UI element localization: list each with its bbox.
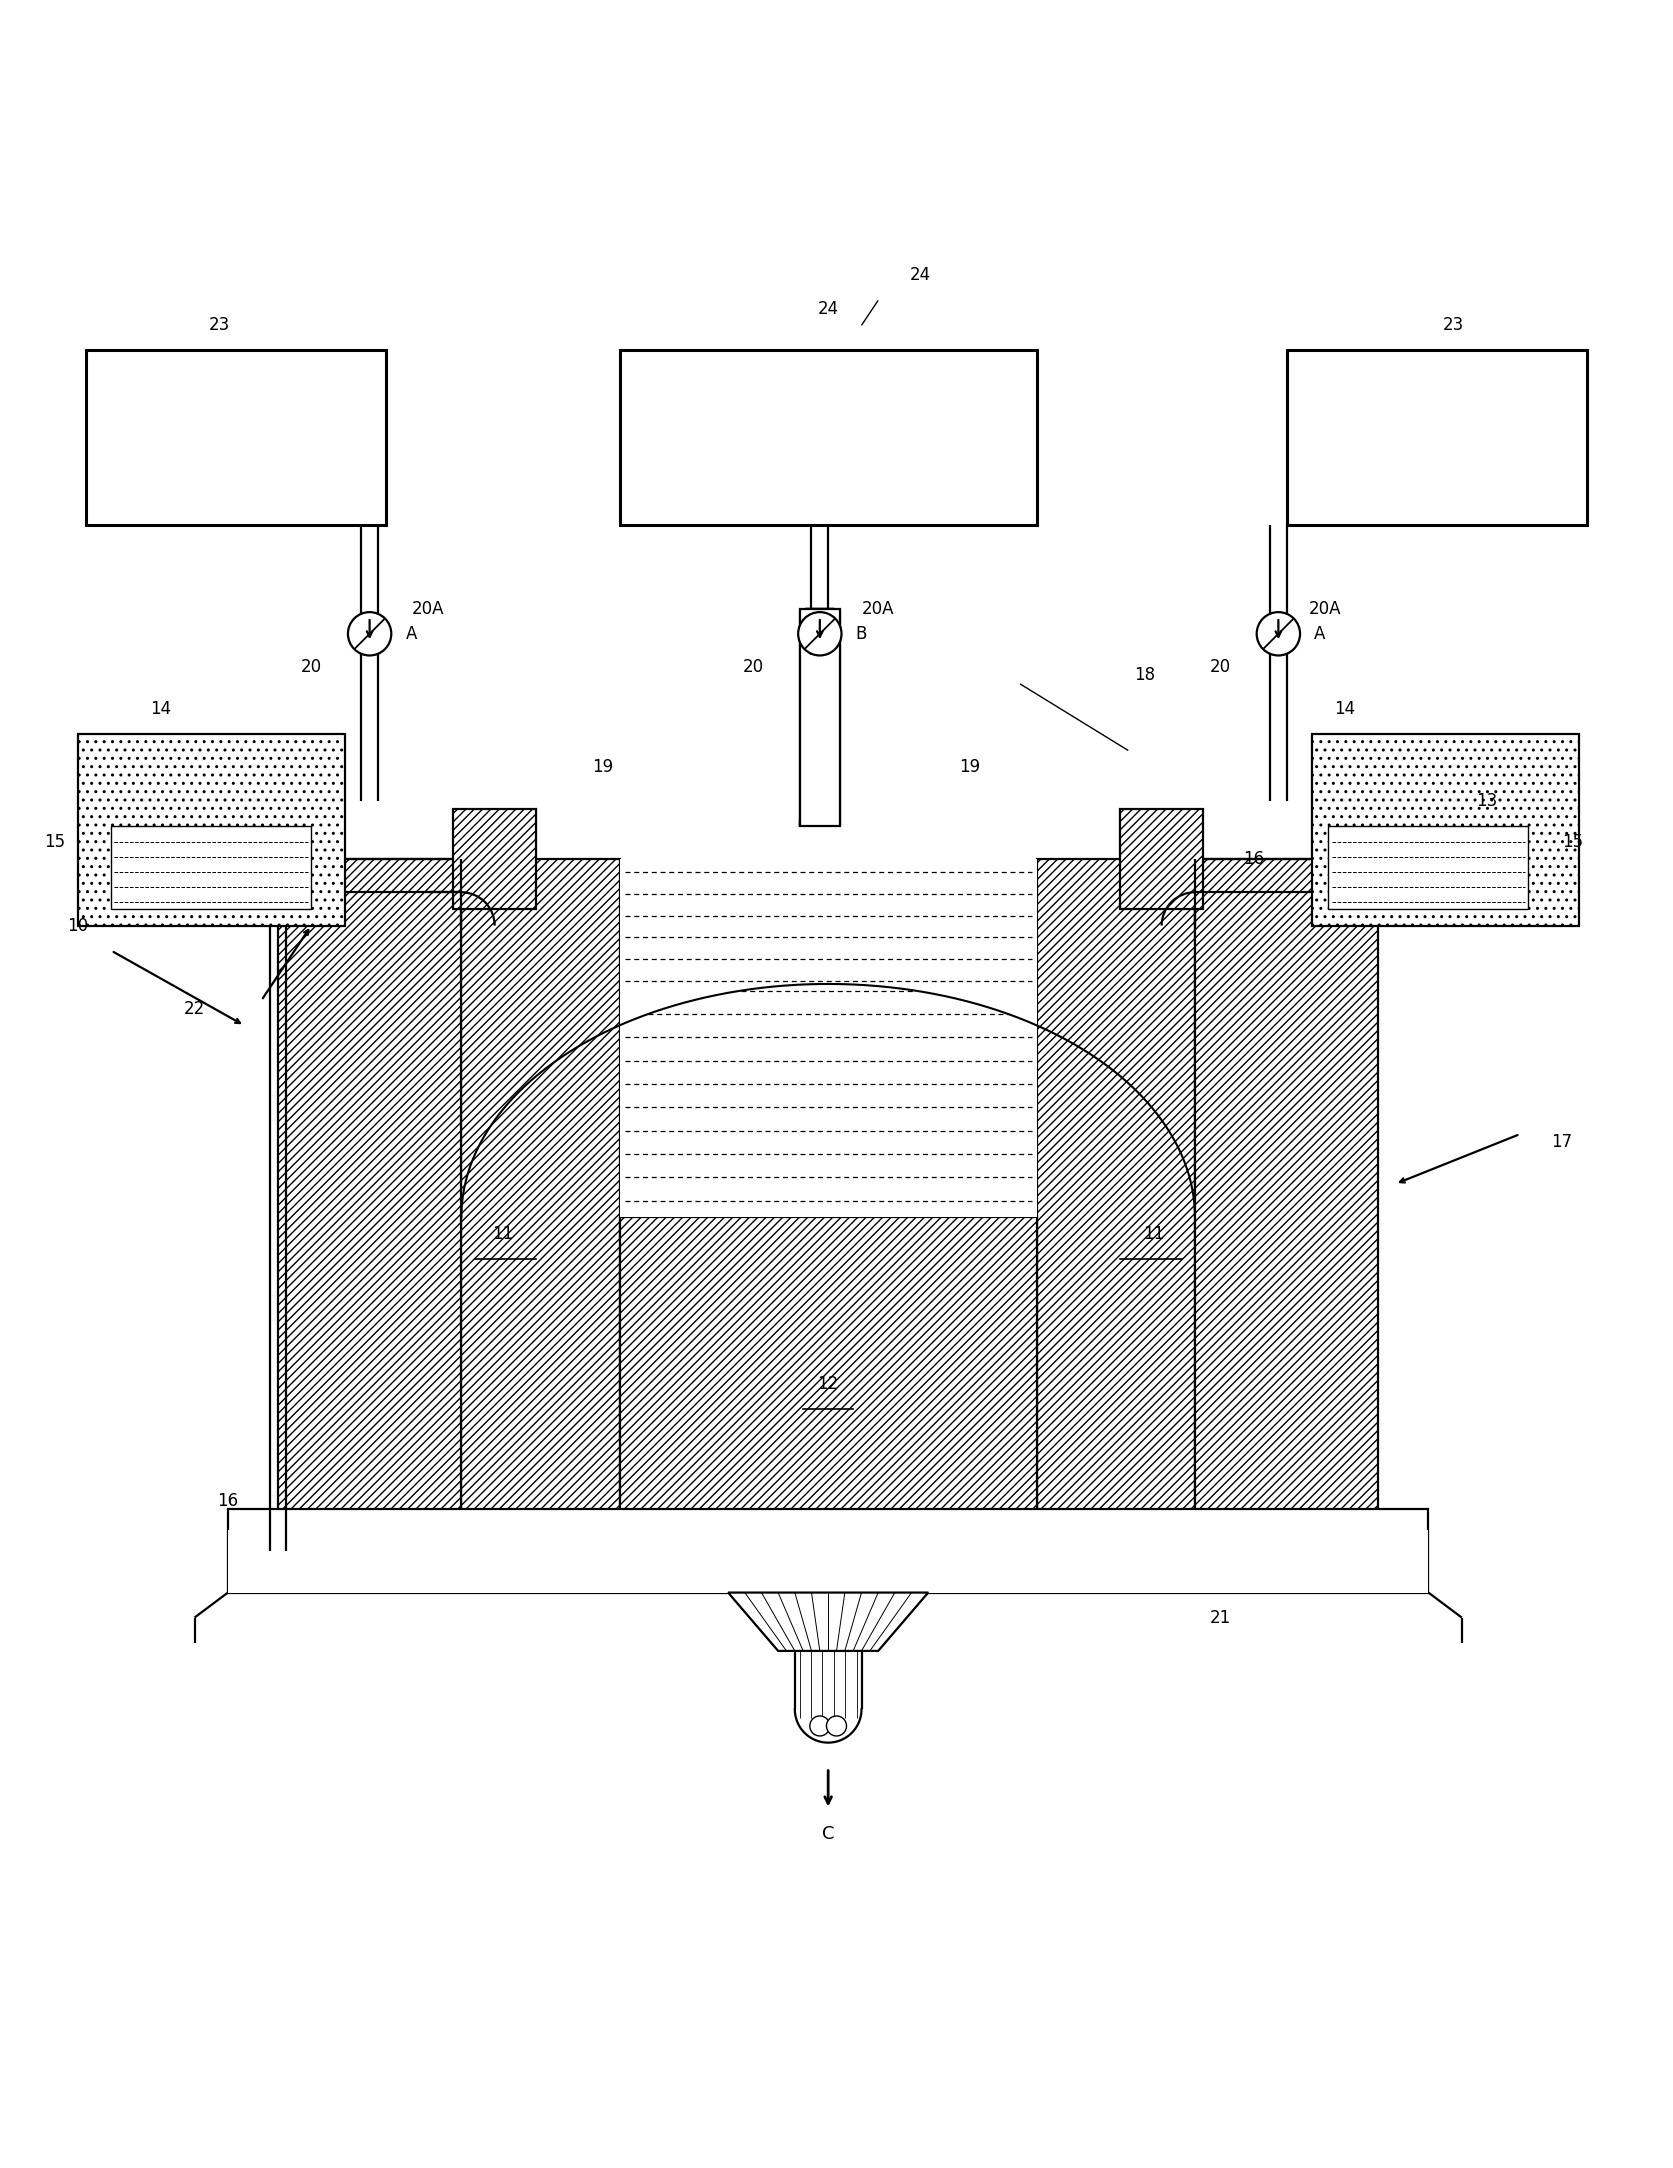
Text: 24: 24 <box>910 267 930 284</box>
Bar <box>800 609 840 826</box>
Polygon shape <box>1119 809 1203 908</box>
Text: 20A: 20A <box>862 601 893 618</box>
Text: 16: 16 <box>217 1492 239 1509</box>
Bar <box>1287 351 1588 525</box>
Text: B: B <box>857 624 867 642</box>
Text: 19: 19 <box>959 759 980 776</box>
Text: A: A <box>1315 624 1325 642</box>
Polygon shape <box>462 859 1195 1535</box>
Text: 18: 18 <box>1134 666 1156 685</box>
Polygon shape <box>619 1218 1037 1535</box>
Polygon shape <box>619 859 1037 1218</box>
Text: 22: 22 <box>184 999 206 1019</box>
Text: 20: 20 <box>1210 659 1231 676</box>
Polygon shape <box>79 733 345 926</box>
Text: 16: 16 <box>1243 850 1263 867</box>
Polygon shape <box>1312 733 1579 926</box>
Text: A: A <box>405 624 417 642</box>
Text: 23: 23 <box>1442 317 1464 334</box>
Text: 14: 14 <box>1335 700 1355 718</box>
Bar <box>85 351 386 525</box>
Text: 14: 14 <box>151 700 172 718</box>
Text: 15: 15 <box>1563 833 1583 852</box>
Text: 11: 11 <box>492 1225 514 1242</box>
Polygon shape <box>728 1593 929 1650</box>
Text: 20A: 20A <box>412 601 443 618</box>
Text: 19: 19 <box>592 759 614 776</box>
Polygon shape <box>1037 859 1195 1535</box>
Text: 20A: 20A <box>1308 601 1340 618</box>
Text: 12: 12 <box>818 1375 838 1394</box>
Text: 10: 10 <box>67 917 89 934</box>
Text: C: C <box>821 1825 835 1843</box>
Text: 11: 11 <box>1143 1225 1164 1242</box>
Polygon shape <box>110 826 311 908</box>
Polygon shape <box>453 809 537 908</box>
Text: 20: 20 <box>301 659 321 676</box>
Circle shape <box>810 1715 830 1737</box>
Polygon shape <box>278 859 462 1535</box>
Polygon shape <box>1195 859 1379 1535</box>
Circle shape <box>348 611 391 655</box>
Polygon shape <box>228 1531 1429 1593</box>
Text: 21: 21 <box>1210 1609 1231 1626</box>
Bar <box>228 1509 1429 1593</box>
Text: 15: 15 <box>45 833 65 852</box>
Text: 13: 13 <box>1476 791 1497 809</box>
Polygon shape <box>800 609 840 826</box>
Bar <box>619 351 1037 525</box>
Polygon shape <box>462 859 619 1535</box>
Text: 20: 20 <box>743 659 763 676</box>
Polygon shape <box>1328 826 1529 908</box>
Circle shape <box>1256 611 1300 655</box>
Text: 17: 17 <box>1551 1134 1573 1151</box>
Circle shape <box>826 1715 847 1737</box>
Text: 24: 24 <box>818 299 838 319</box>
Text: 23: 23 <box>209 317 231 334</box>
Circle shape <box>798 611 842 655</box>
